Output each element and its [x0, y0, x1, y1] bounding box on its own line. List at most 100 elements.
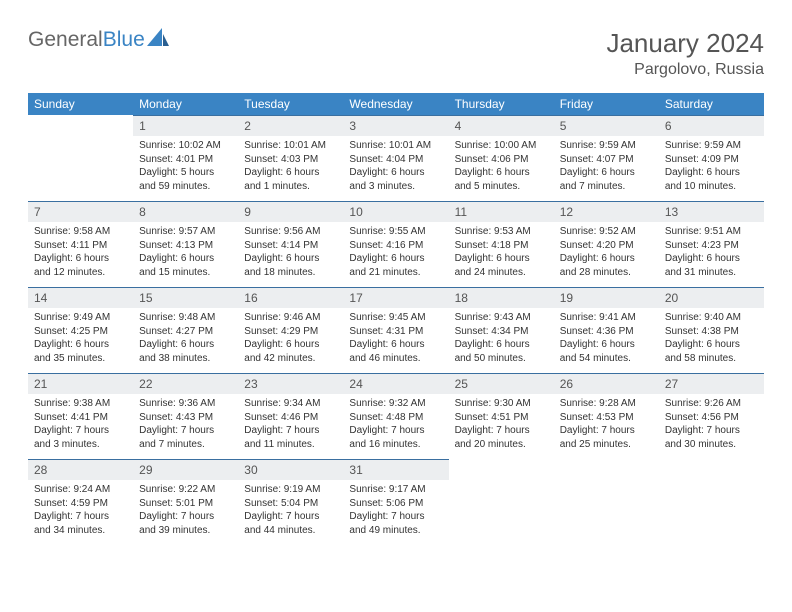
day-info: Sunrise: 9:59 AMSunset: 4:09 PMDaylight:… — [659, 136, 764, 199]
day-info-line: Daylight: 7 hours — [244, 510, 337, 524]
day-info-line: Sunrise: 9:45 AM — [349, 311, 442, 325]
day-info: Sunrise: 9:30 AMSunset: 4:51 PMDaylight:… — [449, 394, 554, 457]
day-number: 1 — [133, 115, 238, 136]
calendar-week: 14Sunrise: 9:49 AMSunset: 4:25 PMDayligh… — [28, 287, 764, 373]
day-info-line: Daylight: 6 hours — [349, 338, 442, 352]
weekday-header: Saturday — [659, 93, 764, 115]
day-info-line: Sunrise: 9:46 AM — [244, 311, 337, 325]
calendar-cell — [554, 459, 659, 545]
day-info-line: Daylight: 6 hours — [244, 338, 337, 352]
day-info-line: Sunset: 4:29 PM — [244, 325, 337, 339]
day-info-line: Sunrise: 9:52 AM — [560, 225, 653, 239]
day-info-line: Daylight: 6 hours — [455, 252, 548, 266]
calendar-cell — [449, 459, 554, 545]
day-number: 27 — [659, 373, 764, 394]
day-info: Sunrise: 9:36 AMSunset: 4:43 PMDaylight:… — [133, 394, 238, 457]
day-info-line: Daylight: 6 hours — [560, 166, 653, 180]
day-info-line: Sunrise: 9:26 AM — [665, 397, 758, 411]
day-info-line: Sunset: 4:09 PM — [665, 153, 758, 167]
calendar-cell: 29Sunrise: 9:22 AMSunset: 5:01 PMDayligh… — [133, 459, 238, 545]
day-info: Sunrise: 10:00 AMSunset: 4:06 PMDaylight… — [449, 136, 554, 199]
calendar-cell: 6Sunrise: 9:59 AMSunset: 4:09 PMDaylight… — [659, 115, 764, 201]
day-info-line: Sunrise: 10:01 AM — [244, 139, 337, 153]
day-info-line: Sunrise: 9:55 AM — [349, 225, 442, 239]
location-label: Pargolovo, Russia — [606, 61, 764, 79]
day-info-line: Daylight: 7 hours — [665, 424, 758, 438]
day-info-line: and 42 minutes. — [244, 352, 337, 366]
day-info-line: Sunrise: 9:49 AM — [34, 311, 127, 325]
calendar-cell: 9Sunrise: 9:56 AMSunset: 4:14 PMDaylight… — [238, 201, 343, 287]
day-info-line: Sunset: 4:59 PM — [34, 497, 127, 511]
day-info-line: Daylight: 7 hours — [349, 424, 442, 438]
day-number: 16 — [238, 287, 343, 308]
day-number: 8 — [133, 201, 238, 222]
day-number: 14 — [28, 287, 133, 308]
day-info-line: Daylight: 7 hours — [34, 510, 127, 524]
day-number: 30 — [238, 459, 343, 480]
day-number: 3 — [343, 115, 448, 136]
day-info-line: Sunset: 4:27 PM — [139, 325, 232, 339]
day-info-line: Sunset: 4:56 PM — [665, 411, 758, 425]
day-number: 28 — [28, 459, 133, 480]
day-info-line: Sunrise: 9:22 AM — [139, 483, 232, 497]
calendar-cell: 3Sunrise: 10:01 AMSunset: 4:04 PMDayligh… — [343, 115, 448, 201]
calendar-body: 1Sunrise: 10:02 AMSunset: 4:01 PMDayligh… — [28, 115, 764, 545]
day-info-line: and 15 minutes. — [139, 266, 232, 280]
calendar-cell: 30Sunrise: 9:19 AMSunset: 5:04 PMDayligh… — [238, 459, 343, 545]
calendar-cell: 31Sunrise: 9:17 AMSunset: 5:06 PMDayligh… — [343, 459, 448, 545]
day-number: 23 — [238, 373, 343, 394]
day-info-line: Daylight: 6 hours — [349, 166, 442, 180]
day-info-line: and 49 minutes. — [349, 524, 442, 538]
calendar-cell: 13Sunrise: 9:51 AMSunset: 4:23 PMDayligh… — [659, 201, 764, 287]
day-info-line: Sunset: 4:03 PM — [244, 153, 337, 167]
day-info-line: Sunrise: 9:24 AM — [34, 483, 127, 497]
day-info-line: Daylight: 6 hours — [139, 252, 232, 266]
day-info-line: Sunrise: 10:01 AM — [349, 139, 442, 153]
brand-logo: GeneralBlue — [28, 28, 169, 52]
day-number: 5 — [554, 115, 659, 136]
day-info-line: Sunset: 4:16 PM — [349, 239, 442, 253]
day-info: Sunrise: 9:55 AMSunset: 4:16 PMDaylight:… — [343, 222, 448, 285]
day-info-line: Sunset: 4:07 PM — [560, 153, 653, 167]
calendar-cell: 25Sunrise: 9:30 AMSunset: 4:51 PMDayligh… — [449, 373, 554, 459]
day-number: 21 — [28, 373, 133, 394]
day-info: Sunrise: 9:45 AMSunset: 4:31 PMDaylight:… — [343, 308, 448, 371]
day-info-line: Sunset: 4:38 PM — [665, 325, 758, 339]
day-info-line: Daylight: 6 hours — [455, 338, 548, 352]
day-info-line: and 34 minutes. — [34, 524, 127, 538]
day-number: 15 — [133, 287, 238, 308]
day-number: 17 — [343, 287, 448, 308]
day-info-line: Sunrise: 9:17 AM — [349, 483, 442, 497]
calendar-cell: 7Sunrise: 9:58 AMSunset: 4:11 PMDaylight… — [28, 201, 133, 287]
calendar-cell: 5Sunrise: 9:59 AMSunset: 4:07 PMDaylight… — [554, 115, 659, 201]
weekday-header: Friday — [554, 93, 659, 115]
day-number: 7 — [28, 201, 133, 222]
day-info-line: and 46 minutes. — [349, 352, 442, 366]
calendar-cell: 14Sunrise: 9:49 AMSunset: 4:25 PMDayligh… — [28, 287, 133, 373]
day-info-line: Sunset: 4:18 PM — [455, 239, 548, 253]
day-info-line: Sunrise: 9:36 AM — [139, 397, 232, 411]
day-info: Sunrise: 9:41 AMSunset: 4:36 PMDaylight:… — [554, 308, 659, 371]
day-info: Sunrise: 9:38 AMSunset: 4:41 PMDaylight:… — [28, 394, 133, 457]
day-info-line: Sunset: 4:31 PM — [349, 325, 442, 339]
day-info-line: Sunrise: 9:28 AM — [560, 397, 653, 411]
day-info-line: and 16 minutes. — [349, 438, 442, 452]
day-number: 24 — [343, 373, 448, 394]
day-number: 10 — [343, 201, 448, 222]
calendar-week: 21Sunrise: 9:38 AMSunset: 4:41 PMDayligh… — [28, 373, 764, 459]
day-info-line: Daylight: 6 hours — [665, 252, 758, 266]
day-number: 9 — [238, 201, 343, 222]
day-info: Sunrise: 9:22 AMSunset: 5:01 PMDaylight:… — [133, 480, 238, 543]
day-info: Sunrise: 9:32 AMSunset: 4:48 PMDaylight:… — [343, 394, 448, 457]
day-info-line: Sunset: 4:11 PM — [34, 239, 127, 253]
calendar-head: SundayMondayTuesdayWednesdayThursdayFrid… — [28, 93, 764, 115]
day-info-line: Sunset: 4:01 PM — [139, 153, 232, 167]
calendar-page: GeneralBlue January 2024 Pargolovo, Russ… — [0, 0, 792, 545]
day-number: 19 — [554, 287, 659, 308]
day-info-line: and 38 minutes. — [139, 352, 232, 366]
day-info-line: Sunset: 5:04 PM — [244, 497, 337, 511]
calendar-cell: 23Sunrise: 9:34 AMSunset: 4:46 PMDayligh… — [238, 373, 343, 459]
day-info-line: Sunset: 4:53 PM — [560, 411, 653, 425]
day-info-line: Sunset: 4:13 PM — [139, 239, 232, 253]
day-info-line: Sunrise: 9:41 AM — [560, 311, 653, 325]
